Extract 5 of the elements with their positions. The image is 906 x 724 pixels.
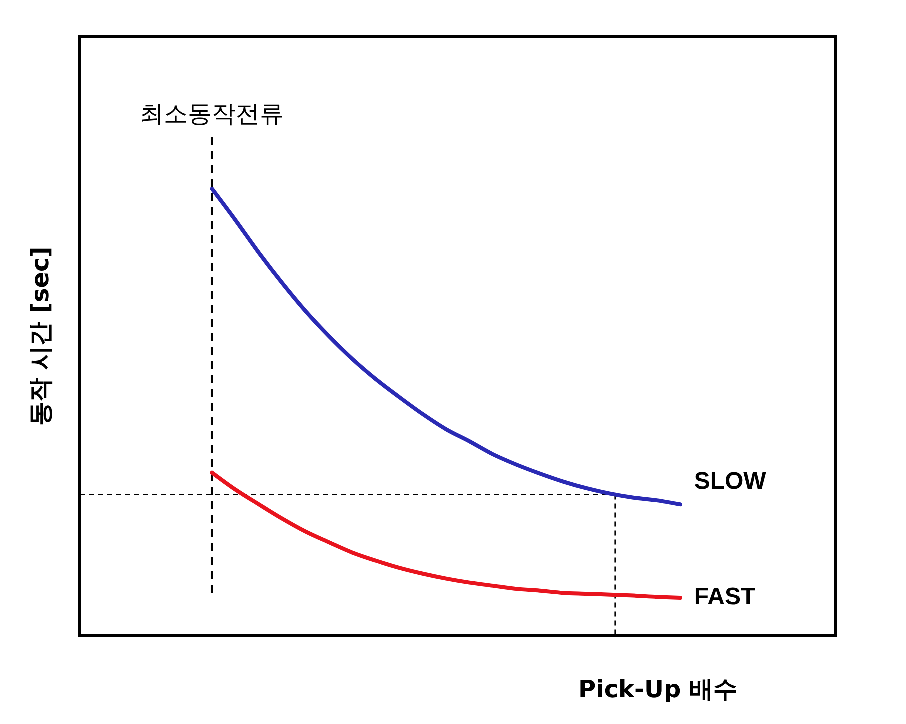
- x-axis-title: Pick-Up 배수: [578, 676, 738, 704]
- series-label: SLOW: [694, 468, 767, 495]
- text: 최소동작전류: [140, 100, 284, 128]
- y-axis-title: 동작 시간 [sec]: [26, 246, 55, 426]
- series-label: FAST: [694, 583, 756, 610]
